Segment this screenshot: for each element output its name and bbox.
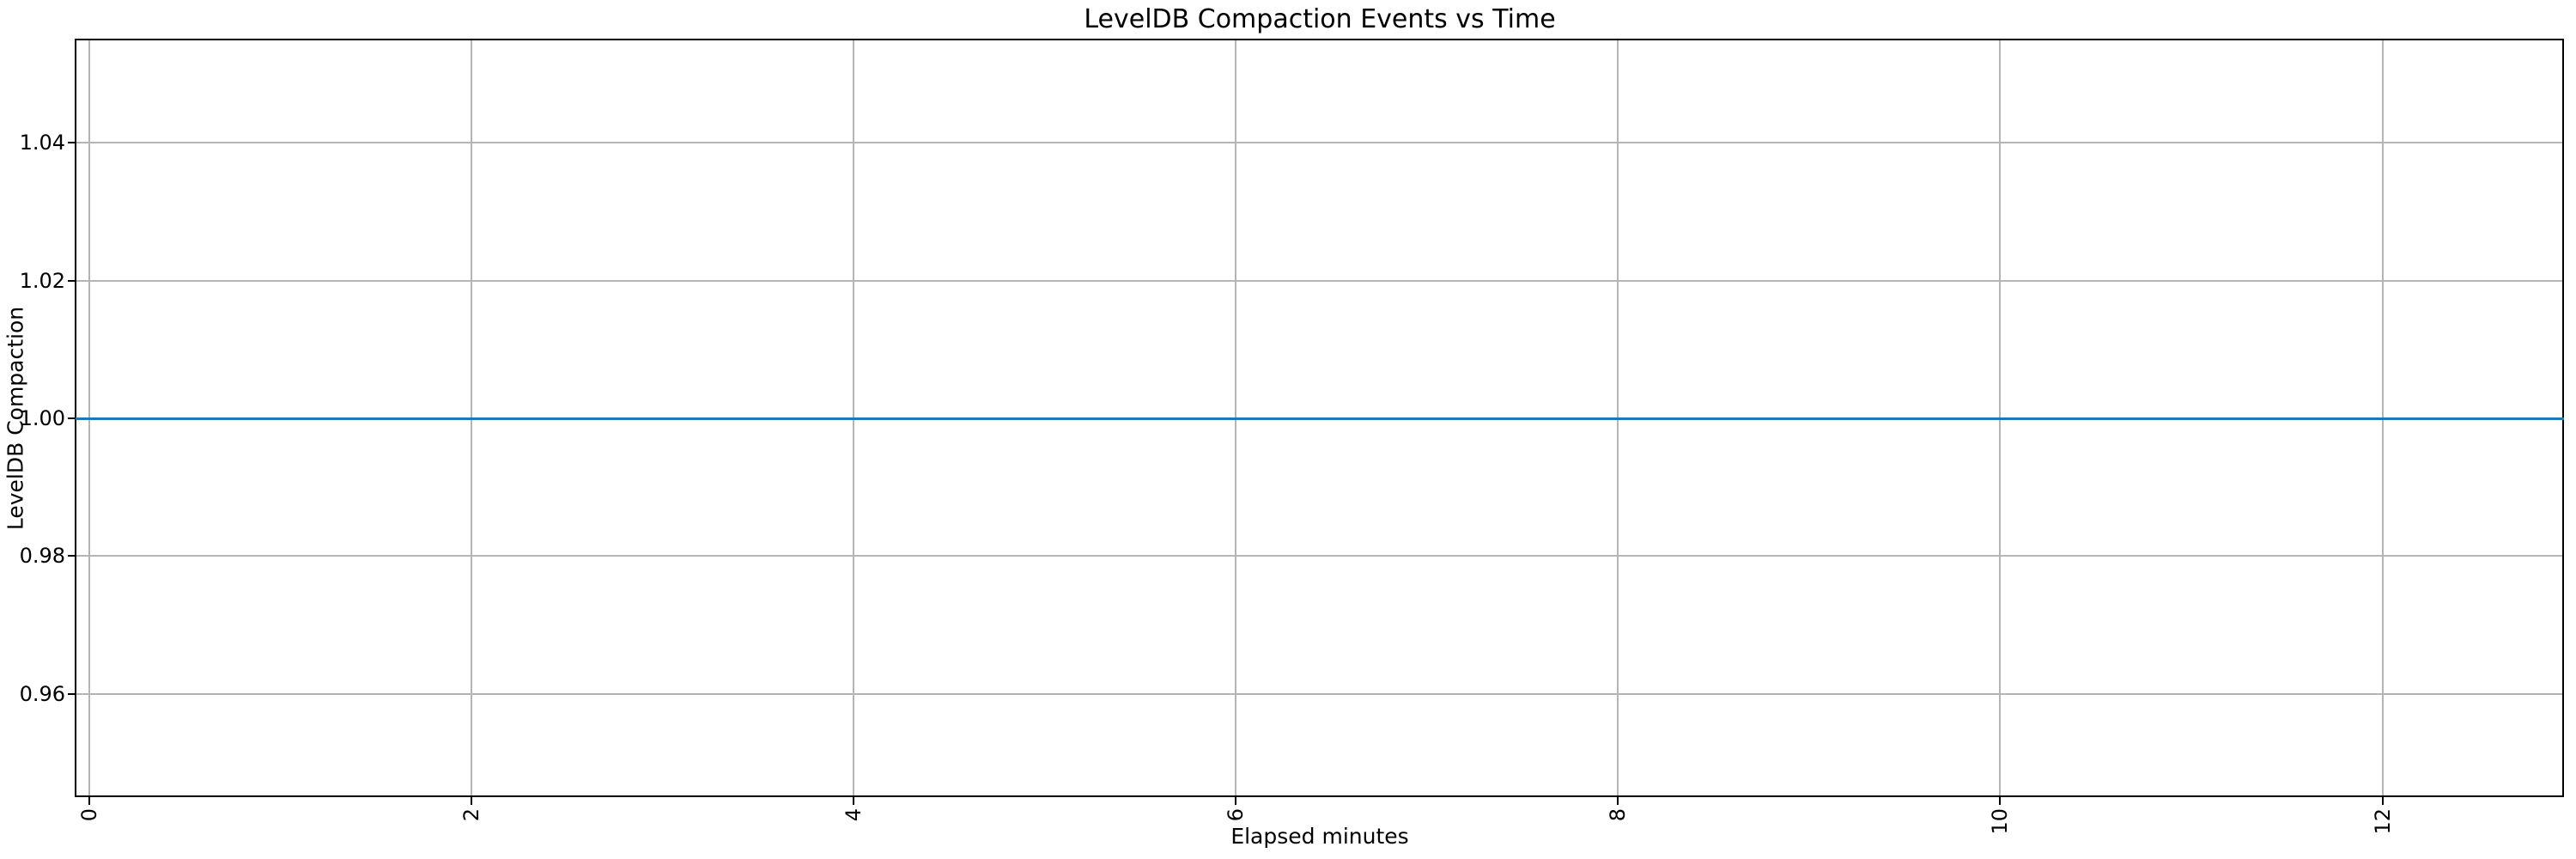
x-tick-mark [1999,797,2002,805]
series-line-leveldb-compaction [76,417,2564,420]
y-gridline [76,279,2564,282]
x-axis-label: Elapsed minutes [1230,824,1409,849]
y-tick-mark [68,692,76,695]
x-tick-label-text: 8 [1606,808,1631,822]
x-tick-mark [470,797,472,805]
y-tick-mark [68,555,76,557]
y-gridline [76,692,2564,695]
y-gridline [76,555,2564,557]
y-tick-label: 0.98 [19,544,65,569]
y-tick-label: 1.04 [19,131,65,155]
y-tick-label: 0.96 [19,681,65,706]
y-tick-label: 1.02 [19,268,65,293]
x-tick-label-text: 6 [1224,808,1249,822]
x-tick-label-text: 2 [459,808,483,822]
y-tick-mark [68,142,76,144]
x-tick-label-text: 4 [841,808,866,822]
y-tick-mark [68,279,76,282]
x-tick-mark [88,797,90,805]
x-tick-mark [2381,797,2384,805]
x-tick-label-text: 0 [76,808,101,822]
y-tick-label: 1.00 [19,406,65,430]
chart-title: LevelDB Compaction Events vs Time [1084,4,1556,34]
x-tick-mark [1235,797,1237,805]
y-axis-label: LevelDB Compaction [3,306,28,531]
y-tick-mark [68,417,76,419]
x-tick-mark [852,797,854,805]
x-tick-mark [1617,797,1619,805]
y-gridline [76,142,2564,144]
